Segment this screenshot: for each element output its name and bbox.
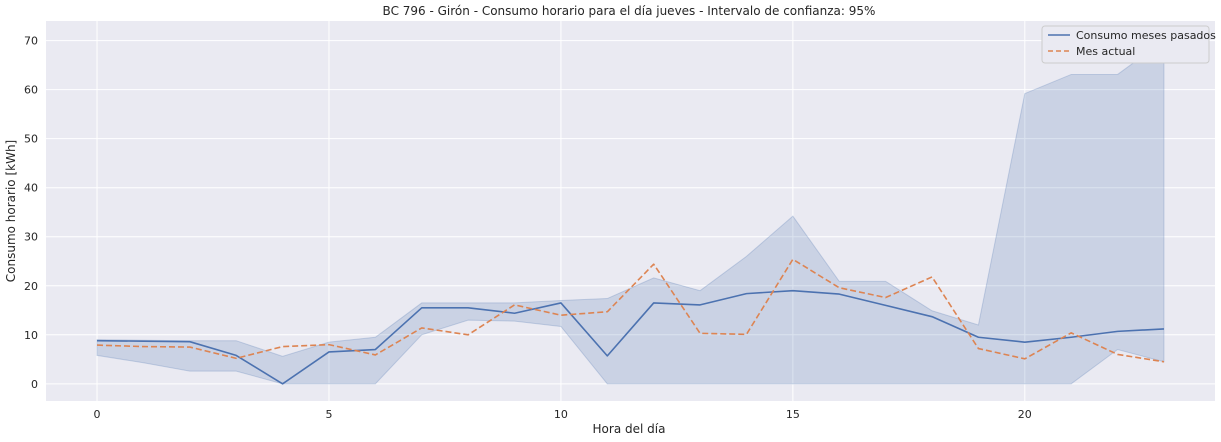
x-tick-label: 5 <box>325 408 332 421</box>
series-line-mes-actual <box>97 258 1165 363</box>
legend: Consumo meses pasados Mes actual <box>1041 25 1216 64</box>
y-tick-labels: 0 10 20 30 40 50 60 70 <box>24 35 38 391</box>
y-tick-label: 10 <box>24 329 38 342</box>
legend-label-consumo-meses-pasados: Consumo meses pasados <box>1076 29 1216 42</box>
y-tick-label: 70 <box>24 35 38 48</box>
x-tick-label: 10 <box>554 408 568 421</box>
y-tick-label: 0 <box>31 378 38 391</box>
y-axis-label: Consumo horario [kWh] <box>4 140 18 282</box>
x-axis-label: Hora del día <box>593 422 666 436</box>
y-tick-label: 50 <box>24 133 38 146</box>
y-tick-label: 20 <box>24 280 38 293</box>
grid-lines <box>46 21 1215 401</box>
x-tick-label: 20 <box>1018 408 1032 421</box>
x-tick-label: 0 <box>94 408 101 421</box>
plot-area <box>46 21 1215 401</box>
y-tick-label: 40 <box>24 182 38 195</box>
x-tick-label: 15 <box>786 408 800 421</box>
legend-label-mes-actual: Mes actual <box>1076 45 1135 58</box>
series-line-consumo-meses-pasados <box>97 289 1165 385</box>
legend-box <box>1041 25 1210 64</box>
chart-title: BC 796 - Girón - Consumo horario para el… <box>383 4 876 18</box>
y-tick-label: 30 <box>24 231 38 244</box>
x-tick-labels: 0 5 10 15 20 <box>94 408 1032 421</box>
series-lines <box>97 258 1165 385</box>
y-tick-label: 60 <box>24 84 38 97</box>
